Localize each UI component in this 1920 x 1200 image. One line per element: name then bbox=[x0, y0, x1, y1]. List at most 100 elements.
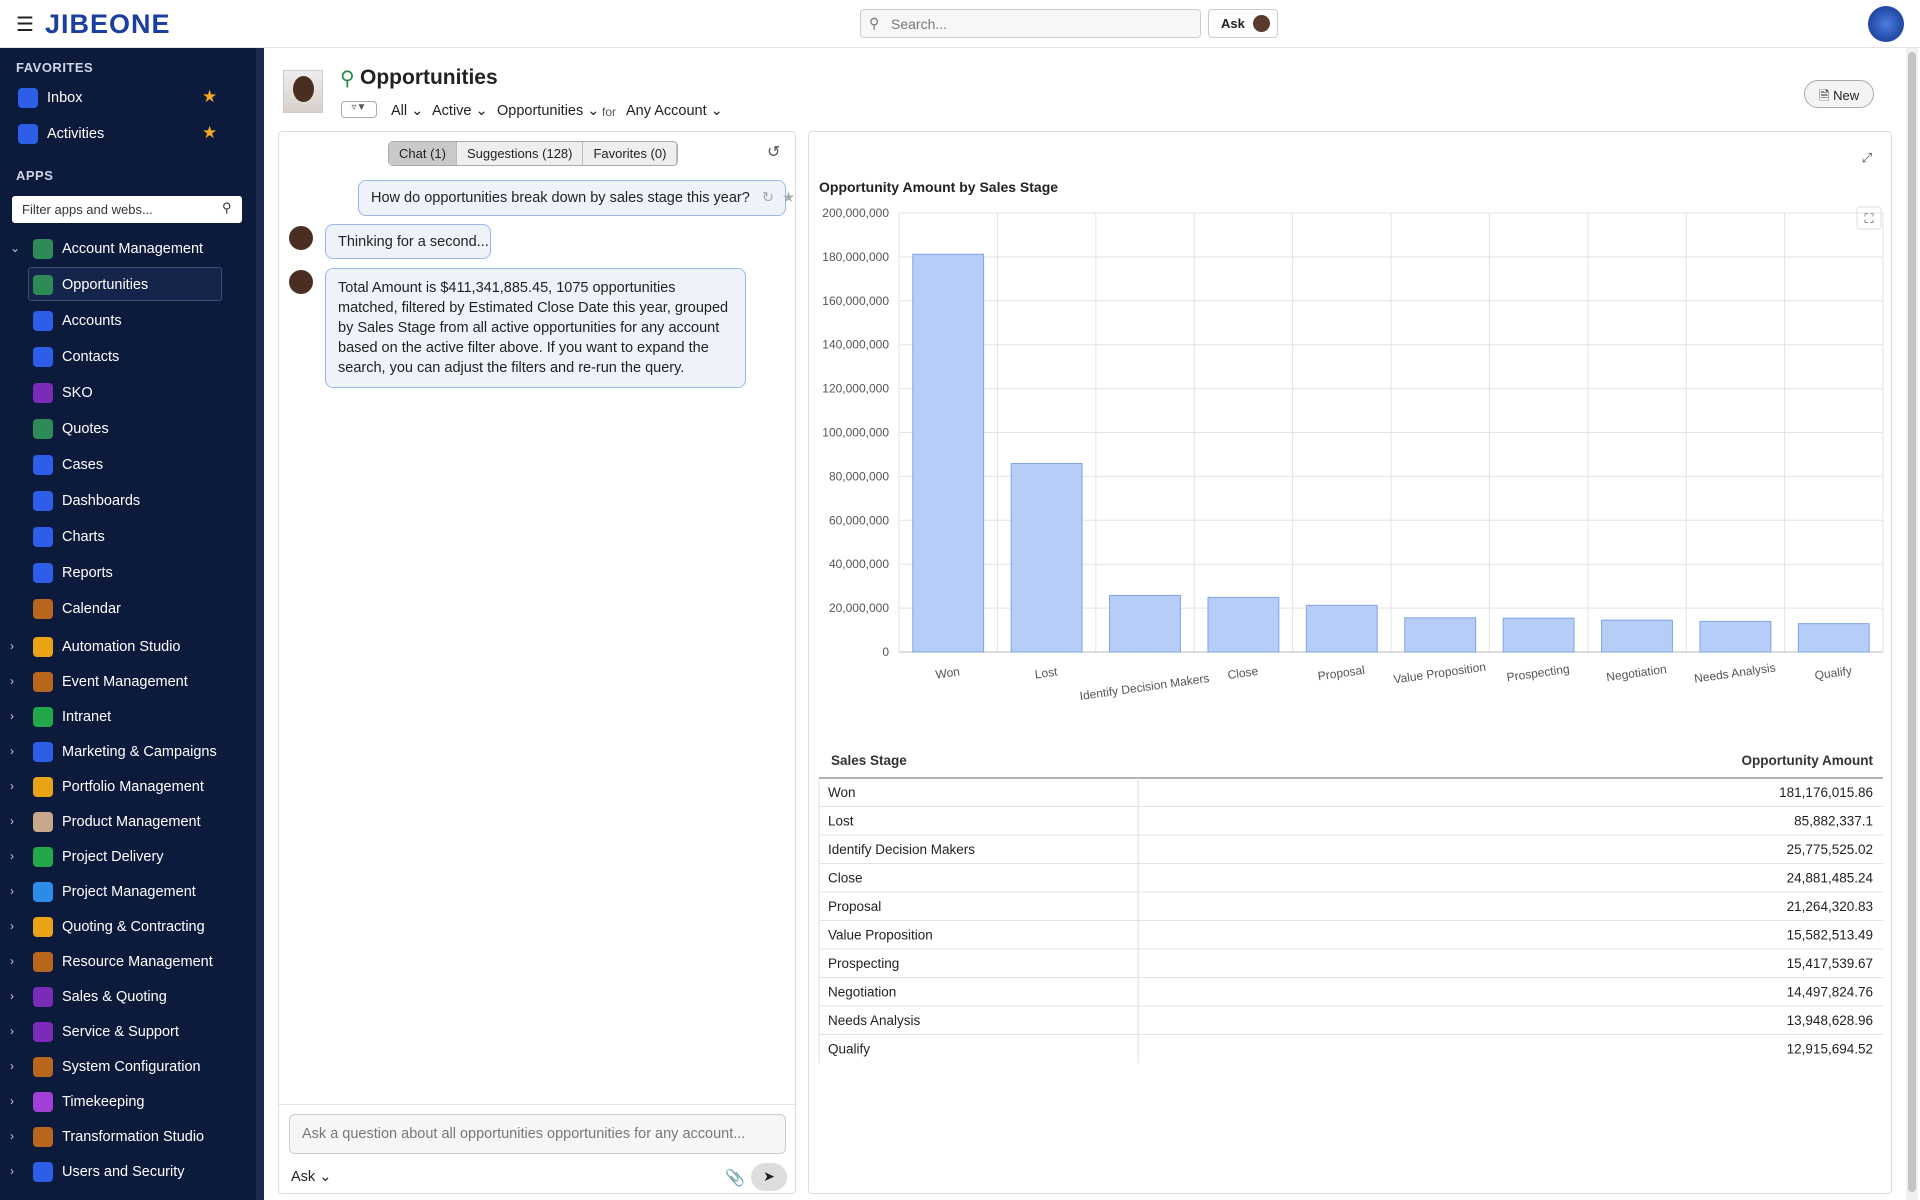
app-item[interactable]: Reports bbox=[62, 565, 113, 581]
expand-arrow[interactable]: › bbox=[10, 709, 14, 723]
app-group[interactable]: Intranet bbox=[62, 709, 112, 725]
y-tick-label: 80,000,000 bbox=[829, 469, 889, 483]
expand-arrow[interactable]: › bbox=[10, 919, 14, 933]
sidebar-scrollbar bbox=[256, 48, 264, 1200]
y-tick-label: 20,000,000 bbox=[829, 601, 889, 615]
record-avatar bbox=[283, 70, 323, 113]
expand-arrow[interactable]: › bbox=[10, 814, 14, 828]
send-button[interactable]: ➤ bbox=[751, 1163, 787, 1191]
expand-arrow[interactable]: › bbox=[10, 1094, 14, 1108]
table-cell: Negotiation bbox=[828, 985, 896, 1000]
star[interactable]: ★ bbox=[202, 123, 218, 142]
icon bbox=[33, 599, 53, 619]
app-item[interactable]: Quotes bbox=[62, 421, 109, 437]
filter-label: Active bbox=[432, 103, 472, 119]
filter-toggle[interactable]: ▿▼ bbox=[341, 101, 377, 118]
chat-tab[interactable]: Suggestions (128) bbox=[457, 142, 584, 165]
expand-arrow[interactable]: › bbox=[10, 674, 14, 688]
logo[interactable]: JIBEONE bbox=[45, 9, 171, 39]
app-group[interactable]: Service & Support bbox=[62, 1024, 179, 1040]
filter-dropdown[interactable]: Active ⌄ bbox=[432, 103, 488, 119]
star[interactable]: ★ bbox=[202, 87, 218, 106]
expand-arrow[interactable]: › bbox=[10, 989, 14, 1003]
expand-arrow[interactable]: › bbox=[10, 849, 14, 863]
expand-arrow[interactable]: › bbox=[10, 639, 14, 653]
expand-arrow[interactable]: › bbox=[10, 1164, 14, 1178]
icon bbox=[33, 1022, 53, 1042]
section-title: APPS bbox=[16, 168, 54, 183]
app-group[interactable]: Resource Management bbox=[62, 954, 213, 970]
chat-input[interactable]: Ask a question about all opportunities o… bbox=[289, 1114, 786, 1154]
app-item[interactable]: SKO bbox=[62, 385, 93, 401]
app-group[interactable]: Project Delivery bbox=[62, 849, 164, 865]
mode-select[interactable]: Ask ⌄ bbox=[291, 1169, 332, 1185]
favorite-item[interactable]: Activities bbox=[47, 126, 105, 142]
ask-label: Ask bbox=[1221, 16, 1245, 31]
app-item[interactable]: Calendar bbox=[62, 601, 121, 617]
table-cell: Qualify bbox=[828, 1042, 870, 1057]
x-tick-label: Proposal bbox=[1317, 663, 1366, 683]
table-header: Sales Stage bbox=[831, 753, 907, 768]
expand-arrow[interactable]: › bbox=[10, 744, 14, 758]
search-box[interactable]: ⚲ Search... bbox=[860, 9, 1201, 38]
app-group[interactable]: System Configuration bbox=[62, 1059, 201, 1075]
expand-arrow[interactable]: › bbox=[10, 1024, 14, 1038]
y-tick-label: 40,000,000 bbox=[829, 557, 889, 571]
app-item[interactable]: Dashboards bbox=[62, 493, 141, 509]
table-cell: 85,882,337.1 bbox=[1794, 814, 1873, 829]
chat-tabs: Chat (1) Suggestions (128) Favorites (0) bbox=[388, 141, 679, 166]
menu-button[interactable]: ☰ bbox=[16, 14, 34, 36]
x-tick-label: Negotiation bbox=[1605, 662, 1667, 684]
app-group[interactable]: Project Management bbox=[62, 884, 196, 900]
expand-arrow[interactable]: › bbox=[10, 954, 14, 968]
app-group[interactable]: Automation Studio bbox=[62, 639, 181, 655]
table-cell: 24,881,485.24 bbox=[1787, 871, 1874, 886]
app-group[interactable]: Sales & Quoting bbox=[62, 989, 167, 1005]
icon bbox=[33, 383, 53, 403]
reset-button[interactable]: ↺ bbox=[767, 144, 781, 161]
expand-arrow[interactable]: › bbox=[10, 1129, 14, 1143]
x-tick-label: Value Proposition bbox=[1393, 660, 1487, 687]
chat-tab[interactable]: Favorites (0) bbox=[583, 142, 678, 165]
app-group[interactable]: Users and Security bbox=[62, 1164, 185, 1180]
app-item[interactable]: Charts bbox=[62, 529, 105, 545]
app-group[interactable]: Marketing & Campaigns bbox=[62, 744, 217, 760]
user-avatar[interactable] bbox=[1868, 6, 1904, 42]
app-group[interactable]: Timekeeping bbox=[62, 1094, 145, 1110]
filter-placeholder: Filter apps and webs... bbox=[22, 202, 153, 217]
app-group[interactable]: Event Management bbox=[62, 674, 188, 690]
table-cell: 181,176,015.86 bbox=[1779, 785, 1873, 800]
expand-arrow[interactable]: › bbox=[10, 884, 14, 898]
bar bbox=[1010, 462, 1083, 653]
app-item[interactable]: Opportunities bbox=[62, 277, 149, 293]
new-button[interactable]: 🗎 New bbox=[1804, 80, 1874, 108]
app-group[interactable]: Portfolio Management bbox=[62, 779, 204, 795]
table-cell: 21,264,320.83 bbox=[1787, 899, 1873, 914]
favorite-item[interactable]: Inbox bbox=[47, 90, 83, 106]
expand-arrow[interactable]: › bbox=[10, 779, 14, 793]
expand-icon[interactable]: ⤢ bbox=[1862, 150, 1872, 165]
icon bbox=[33, 742, 53, 762]
fullscreen-icon: ⛶ bbox=[1863, 211, 1874, 226]
app-group[interactable]: Quoting & Contracting bbox=[62, 919, 205, 935]
rerun-icon[interactable]: ↻ bbox=[761, 190, 774, 206]
filter-box[interactable]: Filter apps and webs... ⚲ bbox=[12, 196, 242, 223]
expand-arrow[interactable]: › bbox=[10, 1059, 14, 1073]
app-item[interactable]: Accounts bbox=[62, 313, 122, 329]
icon bbox=[18, 88, 38, 108]
star-icon[interactable]: ★ bbox=[781, 190, 795, 206]
ask-button[interactable]: Ask bbox=[1208, 9, 1278, 38]
app-group[interactable]: Product Management bbox=[62, 814, 201, 830]
account-dropdown[interactable]: Any Account ⌄ bbox=[626, 103, 723, 119]
y-tick-label: 60,000,000 bbox=[829, 513, 889, 527]
expand-arrow[interactable]: ⌄ bbox=[10, 241, 21, 255]
app-item[interactable]: Cases bbox=[62, 457, 104, 473]
app-item[interactable]: Contacts bbox=[62, 349, 120, 365]
filter-dropdown[interactable]: Opportunities ⌄ bbox=[497, 103, 600, 119]
filter-dropdown[interactable]: All ⌄ bbox=[391, 103, 424, 119]
app-group[interactable]: Account Management bbox=[62, 241, 204, 257]
attach-button[interactable]: 📎 bbox=[725, 1170, 745, 1187]
chat-tab[interactable]: Chat (1) bbox=[389, 142, 457, 165]
table-cell: Won bbox=[828, 785, 856, 800]
app-group[interactable]: Transformation Studio bbox=[62, 1129, 205, 1145]
